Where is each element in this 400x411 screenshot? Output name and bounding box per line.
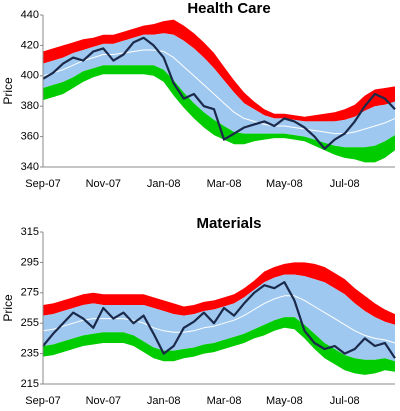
band-area: [43, 19, 395, 122]
y-tick-label: 440: [21, 9, 39, 21]
x-tick-label: Sep-07: [25, 395, 60, 407]
band-area: [43, 274, 395, 362]
x-tick-label: Jul-08: [330, 395, 360, 407]
x-tick-label: Mar-08: [207, 395, 242, 407]
x-tick-label: Jan-08: [147, 178, 181, 190]
y-tick-label: 400: [21, 70, 39, 82]
series-line: [42, 36, 396, 150]
series-line: [42, 49, 396, 135]
x-tick-label: Mar-08: [207, 178, 242, 190]
x-tick-label: May-08: [266, 178, 303, 190]
x-tick-label: Nov-07: [86, 395, 121, 407]
chart-title: Health Care: [187, 0, 270, 17]
y-tick-label: 315: [21, 226, 39, 238]
x-tick-label: Sep-07: [25, 178, 60, 190]
band-area: [43, 317, 395, 375]
band-area: [43, 65, 395, 163]
y-axis-label: Price: [1, 77, 15, 105]
y-tick-label: 360: [21, 131, 39, 143]
chart-title: Materials: [196, 215, 261, 232]
y-tick-label: 340: [21, 161, 39, 173]
y-axis-label: Price: [1, 294, 15, 322]
y-tick-label: 295: [21, 256, 39, 268]
x-tick-label: Jan-08: [147, 395, 181, 407]
series-line: [42, 295, 396, 344]
y-tick-label: 420: [21, 39, 39, 51]
x-tick-label: May-08: [266, 395, 303, 407]
y-tick-label: 215: [21, 378, 39, 390]
x-tick-label: Jul-08: [330, 178, 360, 190]
x-tick-label: Nov-07: [86, 178, 121, 190]
band-area: [43, 33, 395, 148]
y-tick-label: 380: [21, 100, 39, 112]
y-tick-label: 255: [21, 317, 39, 329]
series-line: [42, 281, 396, 359]
y-tick-label: 275: [21, 287, 39, 299]
y-tick-label: 235: [21, 348, 39, 360]
